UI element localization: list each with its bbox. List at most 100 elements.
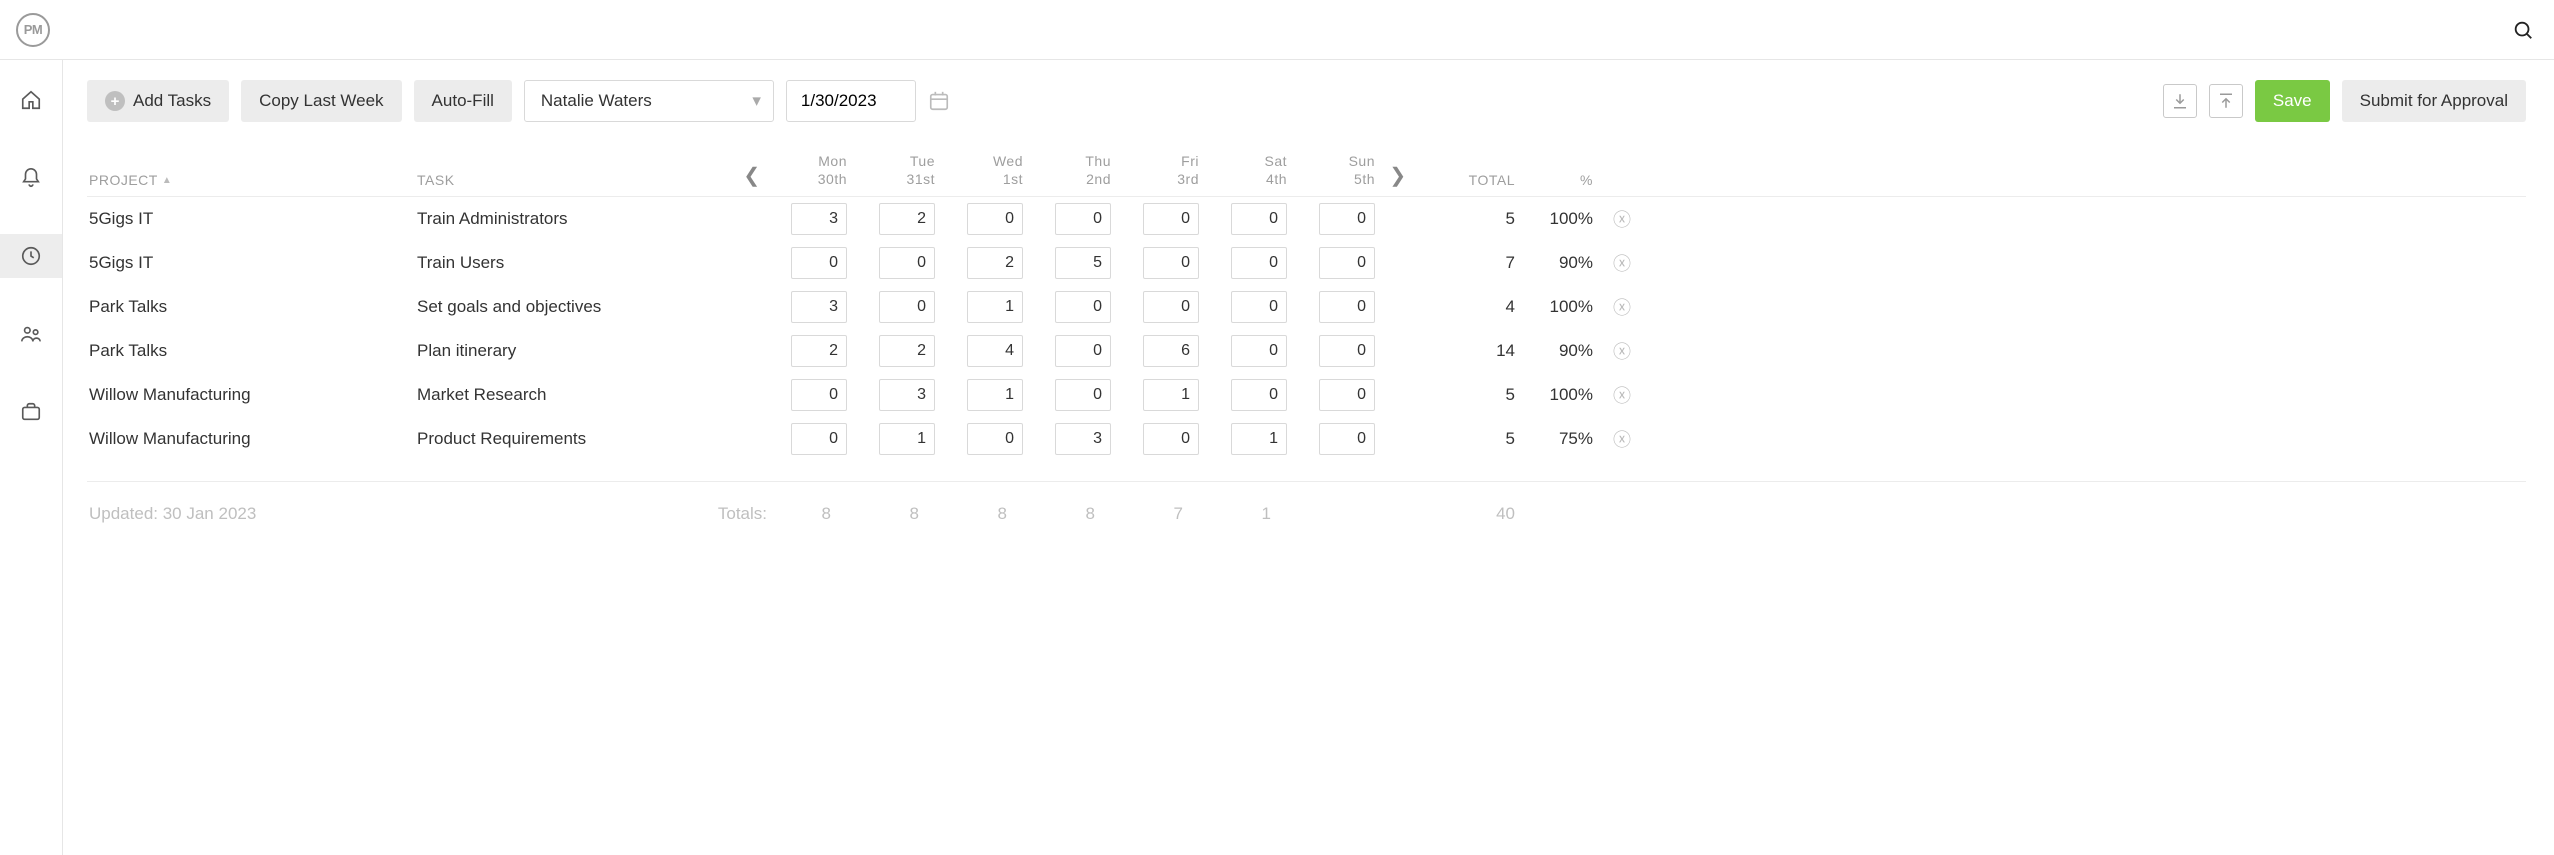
col-header-project[interactable]: PROJECT ▲: [87, 172, 417, 188]
table-row: 5Gigs ITTrain Administrators..5100%ⓧ: [87, 197, 2526, 241]
nav-projects[interactable]: [0, 390, 62, 434]
submit-approval-button[interactable]: Submit for Approval: [2342, 80, 2526, 122]
hours-input[interactable]: [1319, 291, 1375, 323]
rows-container: 5Gigs ITTrain Administrators..5100%ⓧ5Gig…: [87, 197, 2526, 461]
total-day-value: 1: [1207, 504, 1295, 524]
hours-input[interactable]: [791, 247, 847, 279]
hours-input[interactable]: [791, 423, 847, 455]
nav-notifications[interactable]: [0, 156, 62, 200]
total-day-value: 8: [1031, 504, 1119, 524]
project-name: 5Gigs IT: [87, 209, 417, 229]
user-selected-value: Natalie Waters: [541, 91, 652, 111]
grid-header: PROJECT ▲ TASK ❮ Mon30thTue31stWed1stThu…: [87, 152, 2526, 197]
hours-input[interactable]: [1055, 291, 1111, 323]
auto-fill-button[interactable]: Auto-Fill: [414, 80, 512, 122]
col-header-percent: %: [1523, 172, 1593, 188]
nav-rail: [0, 60, 62, 855]
hours-input[interactable]: [879, 203, 935, 235]
row-percent: 90%: [1523, 253, 1593, 273]
add-tasks-button[interactable]: + Add Tasks: [87, 80, 229, 122]
next-week-arrow[interactable]: ❯: [1383, 163, 1413, 188]
hours-input[interactable]: [791, 335, 847, 367]
date-picker: [786, 80, 952, 122]
hours-input[interactable]: [1143, 379, 1199, 411]
row-percent: 90%: [1523, 341, 1593, 361]
hours-input[interactable]: [1319, 379, 1375, 411]
project-name: Willow Manufacturing: [87, 429, 417, 449]
import-button[interactable]: [2163, 84, 2197, 118]
main-content: + Add Tasks Copy Last Week Auto-Fill Nat…: [62, 60, 2554, 855]
save-button[interactable]: Save: [2255, 80, 2330, 122]
user-select[interactable]: Natalie Waters ▾: [524, 80, 774, 122]
hours-input[interactable]: [1143, 423, 1199, 455]
grand-total: 40: [1413, 504, 1523, 524]
search-icon[interactable]: [2512, 19, 2534, 41]
hours-input[interactable]: [1143, 203, 1199, 235]
day-header: Sun5th: [1295, 152, 1383, 188]
table-row: Park TalksPlan itinerary..1490%ⓧ: [87, 329, 2526, 373]
table-row: Willow ManufacturingProduct Requirements…: [87, 417, 2526, 461]
delete-row-icon[interactable]: ⓧ: [1593, 294, 1633, 320]
hours-input[interactable]: [1055, 379, 1111, 411]
nav-home[interactable]: [0, 78, 62, 122]
delete-row-icon[interactable]: ⓧ: [1593, 426, 1633, 452]
row-percent: 100%: [1523, 209, 1593, 229]
hours-input[interactable]: [1319, 423, 1375, 455]
hours-input[interactable]: [1231, 203, 1287, 235]
hours-input[interactable]: [967, 379, 1023, 411]
hours-input[interactable]: [1319, 247, 1375, 279]
delete-row-icon[interactable]: ⓧ: [1593, 250, 1633, 276]
hours-input[interactable]: [791, 291, 847, 323]
hours-input[interactable]: [967, 335, 1023, 367]
delete-row-icon[interactable]: ⓧ: [1593, 206, 1633, 232]
delete-row-icon[interactable]: ⓧ: [1593, 338, 1633, 364]
nav-team[interactable]: [0, 312, 62, 356]
hours-input[interactable]: [1143, 291, 1199, 323]
hours-input[interactable]: [1055, 247, 1111, 279]
hours-input[interactable]: [1231, 335, 1287, 367]
hours-input[interactable]: [879, 423, 935, 455]
delete-row-icon[interactable]: ⓧ: [1593, 382, 1633, 408]
hours-input[interactable]: [1231, 423, 1287, 455]
hours-input[interactable]: [879, 379, 935, 411]
hours-input[interactable]: [791, 379, 847, 411]
hours-input[interactable]: [879, 335, 935, 367]
hours-input[interactable]: [1231, 247, 1287, 279]
export-button[interactable]: [2209, 84, 2243, 118]
hours-input[interactable]: [1231, 379, 1287, 411]
day-header: Mon30th: [767, 152, 855, 188]
hours-input[interactable]: [967, 423, 1023, 455]
task-name: Plan itinerary: [417, 341, 737, 361]
project-name: 5Gigs IT: [87, 253, 417, 273]
task-name: Train Users: [417, 253, 737, 273]
table-row: 5Gigs ITTrain Users..790%ⓧ: [87, 241, 2526, 285]
total-day-value: 8: [767, 504, 855, 524]
date-input[interactable]: [786, 80, 916, 122]
hours-input[interactable]: [967, 291, 1023, 323]
hours-input[interactable]: [967, 247, 1023, 279]
hours-input[interactable]: [967, 203, 1023, 235]
hours-input[interactable]: [879, 247, 935, 279]
day-header: Wed1st: [943, 152, 1031, 188]
totals-row: Updated: 30 Jan 2023 . Totals: 888871 . …: [87, 481, 2526, 525]
copy-last-week-button[interactable]: Copy Last Week: [241, 80, 401, 122]
hours-input[interactable]: [1055, 335, 1111, 367]
hours-input[interactable]: [1319, 335, 1375, 367]
hours-input[interactable]: [1055, 203, 1111, 235]
hours-input[interactable]: [1055, 423, 1111, 455]
hours-input[interactable]: [879, 291, 935, 323]
project-name: Willow Manufacturing: [87, 385, 417, 405]
row-total: 14: [1413, 341, 1523, 361]
hours-input[interactable]: [1143, 335, 1199, 367]
hours-input[interactable]: [791, 203, 847, 235]
hours-input[interactable]: [1319, 203, 1375, 235]
task-name: Product Requirements: [417, 429, 737, 449]
hours-input[interactable]: [1143, 247, 1199, 279]
prev-week-arrow[interactable]: ❮: [737, 163, 767, 188]
nav-timesheets[interactable]: [0, 234, 62, 278]
hours-input[interactable]: [1231, 291, 1287, 323]
row-percent: 100%: [1523, 385, 1593, 405]
calendar-icon[interactable]: [926, 88, 952, 114]
task-name: Train Administrators: [417, 209, 737, 229]
col-header-task[interactable]: TASK: [417, 172, 737, 188]
